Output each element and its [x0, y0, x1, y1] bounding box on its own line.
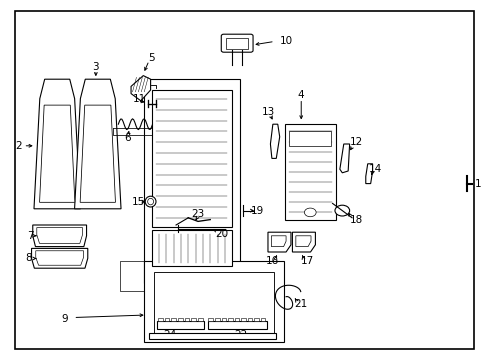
Polygon shape [295, 236, 310, 247]
Bar [144, 79, 239, 283]
Text: 8: 8 [25, 253, 32, 264]
Bar [284, 124, 335, 220]
Text: 12: 12 [348, 137, 362, 147]
Polygon shape [365, 164, 372, 184]
Bar [215, 318, 219, 321]
Polygon shape [40, 105, 75, 202]
Text: 3: 3 [92, 62, 99, 72]
Text: 22: 22 [233, 330, 247, 340]
Text: 6: 6 [123, 133, 130, 143]
Bar [149, 333, 276, 339]
Bar [184, 318, 189, 321]
Bar [151, 90, 232, 227]
Text: 19: 19 [250, 206, 264, 216]
Text: 21: 21 [293, 299, 307, 309]
Bar [289, 131, 330, 146]
Polygon shape [292, 232, 315, 252]
Text: 10: 10 [279, 36, 292, 46]
Ellipse shape [147, 198, 153, 205]
Bar [208, 318, 213, 321]
FancyBboxPatch shape [221, 34, 253, 52]
Bar [198, 318, 202, 321]
Polygon shape [267, 232, 290, 252]
Polygon shape [34, 79, 80, 209]
Bar [254, 318, 258, 321]
Text: 11: 11 [132, 94, 146, 104]
Text: 1: 1 [474, 179, 481, 189]
Polygon shape [271, 236, 285, 247]
Polygon shape [339, 144, 349, 173]
Bar [241, 318, 245, 321]
Bar [164, 318, 169, 321]
Polygon shape [270, 124, 279, 158]
Bar [154, 272, 273, 333]
Text: 4: 4 [297, 90, 304, 100]
Bar [144, 261, 283, 342]
Text: 24: 24 [163, 330, 177, 340]
Bar [191, 318, 196, 321]
Bar [178, 318, 183, 321]
Circle shape [334, 205, 349, 216]
Text: 14: 14 [368, 164, 382, 174]
Text: 5: 5 [148, 53, 155, 63]
Bar [247, 318, 252, 321]
Text: 2: 2 [15, 141, 22, 151]
Bar [260, 318, 264, 321]
Text: 9: 9 [61, 314, 68, 324]
Bar [234, 318, 239, 321]
Bar [151, 230, 232, 266]
Bar [157, 321, 203, 329]
Circle shape [304, 208, 315, 217]
Text: 20: 20 [215, 229, 227, 239]
Polygon shape [131, 76, 150, 101]
Bar [225, 38, 247, 49]
Text: 18: 18 [348, 215, 362, 225]
Text: 17: 17 [300, 256, 313, 266]
Ellipse shape [145, 196, 156, 207]
Bar [207, 321, 266, 329]
Polygon shape [33, 225, 86, 247]
Text: 16: 16 [265, 256, 279, 266]
Bar [221, 318, 225, 321]
Text: 13: 13 [261, 107, 274, 117]
Polygon shape [75, 79, 121, 209]
Bar [227, 318, 232, 321]
Text: 23: 23 [191, 209, 204, 219]
Bar [171, 318, 176, 321]
Polygon shape [36, 251, 83, 265]
Polygon shape [31, 248, 87, 268]
Bar [158, 318, 163, 321]
Polygon shape [80, 105, 115, 202]
Polygon shape [37, 228, 82, 243]
Text: 7: 7 [27, 231, 34, 241]
Text: 15: 15 [132, 197, 145, 207]
